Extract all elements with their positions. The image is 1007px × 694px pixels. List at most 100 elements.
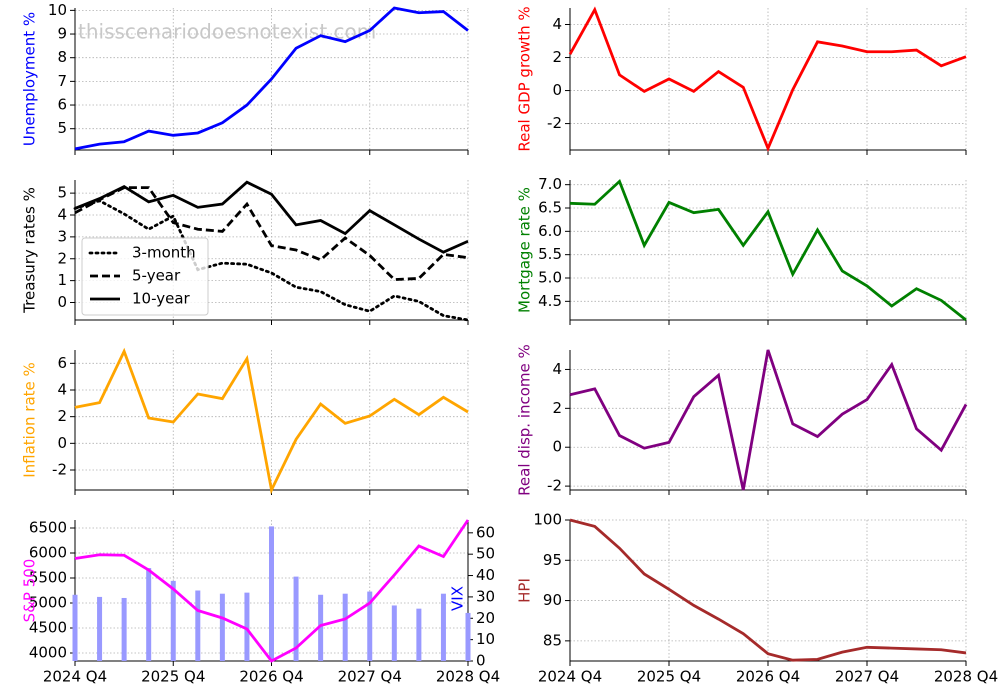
y-tick-label: 95	[543, 551, 562, 569]
y-tick-label: 10	[48, 1, 67, 19]
y-tick-label: 2	[57, 407, 67, 425]
x-tick-label: 2024 Q4	[538, 668, 602, 686]
y-tick-label: 5	[57, 119, 67, 137]
y-tick-label: 0	[57, 293, 67, 311]
y-tick-label: 1	[57, 271, 67, 289]
line	[568, 6, 967, 153]
y-axis-label: Real disp. income %	[516, 344, 534, 496]
bar	[465, 612, 471, 661]
x-tick-label: 2025 Q4	[637, 668, 701, 686]
y-tick-label: 2	[552, 48, 562, 66]
y-axis-label: Treasury rates %	[21, 187, 39, 314]
line	[74, 186, 469, 281]
bar	[367, 591, 373, 661]
y-axis-label: S&P 500	[21, 559, 39, 623]
y-tick-label: 0	[552, 81, 562, 99]
y-tick-label: 4	[57, 381, 67, 399]
x-tick-label: 2026 Q4	[239, 668, 303, 686]
line	[569, 518, 967, 662]
y-tick-label: 6.0	[538, 222, 562, 240]
y-axis-label: Unemployment %	[21, 12, 39, 146]
bar	[416, 608, 422, 661]
bar	[97, 596, 103, 661]
y-tick-label: 8	[57, 48, 67, 66]
y-tick-label: 100	[533, 511, 562, 529]
y-tick-label: 6500	[29, 519, 67, 537]
y-tick-label: -2	[52, 461, 67, 479]
y-tick-label: 0	[552, 438, 562, 456]
bar	[219, 593, 225, 661]
y-tick-label: 5.0	[538, 269, 562, 287]
line	[74, 519, 470, 663]
y-tick-label: 6.5	[538, 199, 562, 217]
y-tick-label: 90	[543, 591, 562, 609]
y-axis-label: Inflation rate %	[21, 362, 39, 478]
x-tick-label: 2028 Q4	[934, 668, 998, 686]
y-tick-label: -2	[547, 477, 562, 495]
y2-tick-label: 50	[476, 545, 495, 563]
bar	[72, 594, 78, 661]
bar	[121, 597, 127, 661]
bar	[342, 593, 348, 661]
y-axis-label: Mortgage rate %	[516, 187, 534, 313]
y-tick-label: -2	[547, 114, 562, 132]
y-tick-label: 5.5	[538, 245, 562, 263]
y-tick-label: 2	[552, 399, 562, 417]
y2-tick-label: 60	[476, 523, 495, 541]
y-tick-label: 5500	[29, 569, 67, 587]
line	[569, 349, 968, 491]
line	[73, 199, 470, 322]
y-axis-label: Real GDP growth %	[516, 6, 534, 151]
x-tick-label: 2028 Q4	[436, 668, 500, 686]
legend-label: 5-year	[132, 267, 181, 285]
y2-axis-label: VIX	[449, 586, 467, 611]
watermark: thisscenariodoesnotexist.com	[78, 20, 376, 44]
line	[74, 347, 469, 495]
bar	[293, 576, 299, 661]
bar	[195, 590, 201, 661]
x-tick-label: 2027 Q4	[835, 668, 899, 686]
x-tick-label: 2027 Q4	[338, 668, 402, 686]
bar	[391, 605, 397, 661]
legend-label: 10-year	[132, 290, 191, 308]
y2-tick-label: 40	[476, 566, 495, 584]
y-tick-label: 6	[57, 354, 67, 372]
y-tick-label: 9	[57, 25, 67, 43]
y-tick-label: 7.0	[538, 175, 562, 193]
bar	[318, 594, 324, 661]
y-tick-label: 4500	[29, 619, 67, 637]
line	[74, 180, 469, 254]
y-tick-label: 4.5	[538, 292, 562, 310]
y2-tick-label: 0	[476, 652, 486, 670]
y-tick-label: 5000	[29, 594, 67, 612]
y-tick-label: 2	[57, 249, 67, 267]
line	[569, 178, 967, 322]
bar	[146, 568, 152, 661]
x-tick-label: 2025 Q4	[141, 668, 205, 686]
legend-label: 3-month	[132, 244, 196, 262]
legend-box	[81, 237, 209, 316]
y-tick-label: 0	[57, 434, 67, 452]
bar	[244, 592, 250, 661]
y2-tick-label: 10	[476, 630, 495, 648]
x-tick-label: 2026 Q4	[736, 668, 800, 686]
y2-tick-label: 30	[476, 587, 495, 605]
y-tick-label: 4	[552, 15, 562, 33]
bar	[440, 593, 446, 661]
y-tick-label: 5	[57, 184, 67, 202]
bar	[269, 526, 274, 661]
y-axis-label: HPI	[516, 578, 534, 603]
y-tick-label: 4000	[29, 644, 67, 662]
x-tick-label: 2024 Q4	[43, 668, 107, 686]
bar	[170, 580, 176, 661]
y-tick-label: 3	[57, 227, 67, 245]
y-tick-label: 4	[552, 360, 562, 378]
y-tick-label: 7	[57, 72, 67, 90]
y2-tick-label: 20	[476, 609, 495, 627]
line	[74, 6, 469, 151]
y-tick-label: 85	[543, 631, 562, 649]
y-tick-label: 4	[57, 206, 67, 224]
y-tick-label: 6000	[29, 544, 67, 562]
y-tick-label: 6	[57, 96, 67, 114]
